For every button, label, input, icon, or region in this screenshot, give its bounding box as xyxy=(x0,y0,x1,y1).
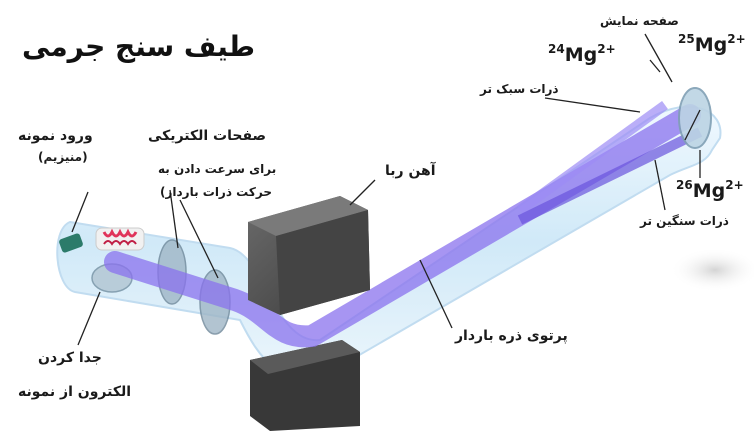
beam-light-branch xyxy=(517,100,668,215)
display-screen-label: صفحه نمایش xyxy=(600,14,679,28)
page-title: طیف سنج جرمی xyxy=(22,30,256,63)
sample-entry-label: ورود نمونه xyxy=(18,128,93,144)
magnet-bottom xyxy=(250,340,360,431)
ion-mg25-label: 25Mg2+ xyxy=(678,32,746,56)
ion-mg24-label: 24Mg2+ xyxy=(548,42,616,66)
electric-plates-desc-2: حرکت ذرات باردار) xyxy=(160,185,272,199)
heavy-particles-label: ذرات سنگین تر xyxy=(640,214,729,228)
charged-particle-beam xyxy=(104,104,701,348)
ion-mg26-label: 26Mg2+ xyxy=(676,178,744,202)
light-particles-label: ذرات سبک تر xyxy=(480,82,559,96)
leader-lines xyxy=(71,33,701,346)
sample-inlet xyxy=(59,227,145,253)
electron-separation-label: جدا کردن xyxy=(38,350,102,366)
electron-separation-sublabel: الکترون از نمونه xyxy=(18,384,132,400)
display-screen xyxy=(678,87,712,149)
electric-plates-desc-1: برای سرعت دادن به xyxy=(158,162,277,176)
charged-beam-label: پرتوی ذره باردار xyxy=(455,328,568,344)
electric-plates-label: صفحات الکتریکی xyxy=(148,128,267,144)
sample-entry-sublabel: (منیزیم) xyxy=(38,150,88,164)
magnet-top xyxy=(248,196,370,315)
beam-heavy-branch xyxy=(517,127,703,225)
floor-shadow xyxy=(670,248,754,292)
magnet-label: آهن ربا xyxy=(385,163,436,179)
